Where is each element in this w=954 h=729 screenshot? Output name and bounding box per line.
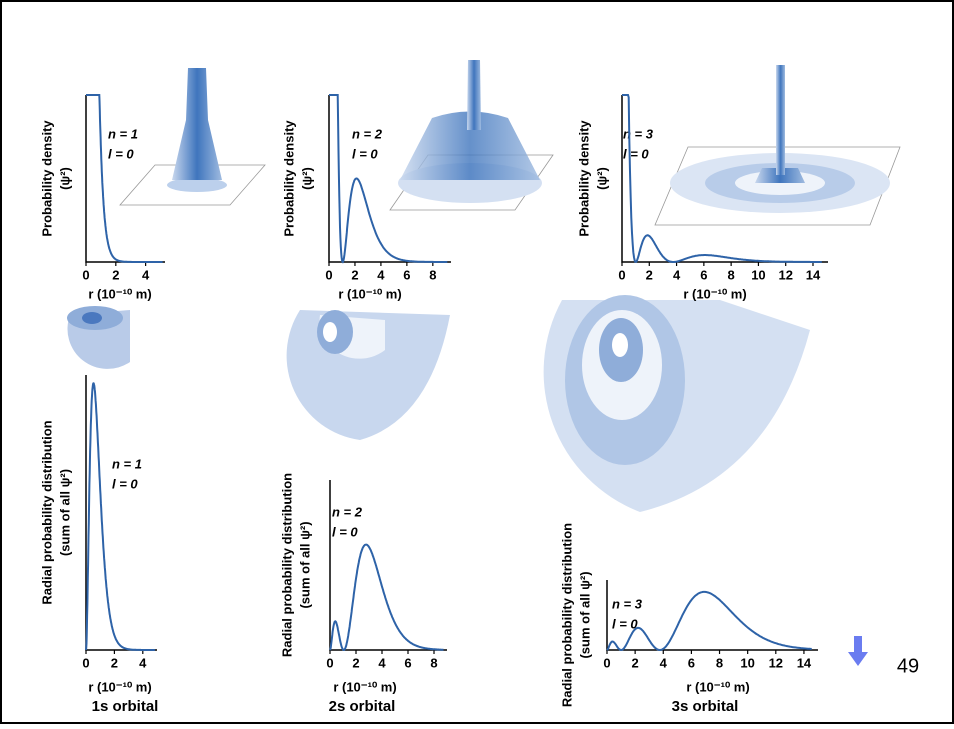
y-axis-label: Probability density: [576, 120, 591, 237]
x-tick-label: 10: [751, 267, 765, 282]
orbital-name: 1s orbital: [92, 698, 159, 715]
x-axis-label: r (10⁻¹⁰ m): [88, 286, 151, 301]
y-axis-unit: (ψ²): [299, 167, 314, 190]
x-tick-label: 2: [351, 267, 358, 282]
l-label: l = 0: [332, 524, 358, 539]
x-tick-label: 14: [806, 267, 821, 282]
x-tick-label: 6: [700, 267, 707, 282]
l-label: l = 0: [352, 146, 378, 161]
l-label: l = 0: [112, 476, 138, 491]
y-axis-label: Radial probability distribution: [39, 420, 54, 604]
x-tick-label: 10: [740, 655, 754, 670]
y-axis-unit: (sum of all ψ²): [297, 521, 312, 608]
x-tick-label: 4: [377, 267, 385, 282]
x-tick-label: 14: [797, 655, 812, 670]
x-tick-label: 0: [326, 655, 333, 670]
x-tick-label: 6: [688, 655, 695, 670]
x-axis-label: r (10⁻¹⁰ m): [686, 679, 749, 694]
x-tick-label: 4: [378, 655, 386, 670]
x-tick-label: 8: [429, 267, 436, 282]
n-label: n = 2: [352, 126, 383, 141]
y-axis-unit: (sum of all ψ²): [57, 469, 72, 556]
orbital-name: 2s orbital: [329, 698, 396, 715]
x-tick-label: 2: [632, 655, 639, 670]
x-tick-label: 12: [778, 267, 792, 282]
x-tick-label: 8: [728, 267, 735, 282]
x-tick-label: 0: [82, 267, 89, 282]
x-tick-label: 4: [660, 655, 668, 670]
y-axis-unit: (ψ²): [594, 167, 609, 190]
x-tick-label: 2: [112, 267, 119, 282]
x-axis-label: r (10⁻¹⁰ m): [333, 679, 396, 694]
x-axis-label: r (10⁻¹⁰ m): [683, 286, 746, 301]
slide-number: 49: [897, 655, 919, 677]
y-axis-label: Probability density: [281, 120, 296, 237]
x-tick-label: 8: [430, 655, 437, 670]
x-tick-label: 2: [646, 267, 653, 282]
x-tick-label: 4: [142, 267, 150, 282]
x-tick-label: 12: [769, 655, 783, 670]
x-tick-label: 8: [716, 655, 723, 670]
x-axis-label: r (10⁻¹⁰ m): [338, 286, 401, 301]
x-tick-label: 4: [673, 267, 681, 282]
y-axis-unit: (sum of all ψ²): [577, 571, 592, 658]
x-tick-label: 6: [404, 655, 411, 670]
x-tick-label: 0: [82, 655, 89, 670]
x-tick-label: 0: [603, 655, 610, 670]
n-label: n = 1: [112, 456, 142, 471]
slide: 024r (10⁻¹⁰ m)Probability density(ψ²)n =…: [0, 0, 954, 724]
x-tick-label: 4: [139, 655, 147, 670]
y-axis-unit: (ψ²): [57, 167, 72, 190]
x-tick-label: 0: [618, 267, 625, 282]
y-axis-label: Probability density: [39, 120, 54, 237]
x-tick-label: 2: [352, 655, 359, 670]
n-label: n = 1: [108, 126, 138, 141]
l-label: l = 0: [623, 146, 649, 161]
n-label: n = 2: [332, 504, 363, 519]
l-label: l = 0: [108, 146, 134, 161]
y-axis-label: Radial probability distribution: [559, 523, 574, 707]
n-label: n = 3: [623, 126, 654, 141]
orbital-name: 3s orbital: [672, 698, 739, 715]
x-axis-label: r (10⁻¹⁰ m): [88, 679, 151, 694]
n-label: n = 3: [612, 596, 643, 611]
y-axis-label: Radial probability distribution: [279, 473, 294, 657]
x-tick-label: 6: [403, 267, 410, 282]
x-tick-label: 0: [325, 267, 332, 282]
x-tick-label: 2: [111, 655, 118, 670]
